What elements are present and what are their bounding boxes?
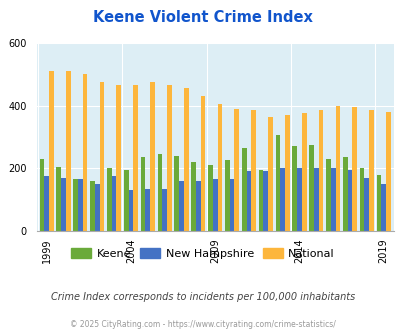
- Bar: [279, 168, 284, 231]
- Bar: [217, 104, 222, 231]
- Bar: [179, 181, 183, 231]
- Bar: [376, 175, 380, 231]
- Bar: [107, 168, 111, 231]
- Bar: [66, 71, 70, 231]
- Bar: [318, 110, 322, 231]
- Bar: [49, 71, 53, 231]
- Bar: [241, 148, 246, 231]
- Bar: [380, 184, 385, 231]
- Bar: [229, 179, 234, 231]
- Bar: [162, 189, 166, 231]
- Bar: [208, 165, 212, 231]
- Bar: [251, 110, 255, 231]
- Bar: [145, 189, 150, 231]
- Bar: [309, 145, 313, 231]
- Bar: [61, 178, 66, 231]
- Bar: [352, 107, 356, 231]
- Bar: [128, 190, 133, 231]
- Bar: [44, 176, 49, 231]
- Bar: [212, 179, 217, 231]
- Bar: [83, 74, 87, 231]
- Bar: [385, 112, 390, 231]
- Bar: [301, 114, 306, 231]
- Bar: [267, 116, 272, 231]
- Bar: [116, 85, 121, 231]
- Bar: [263, 172, 267, 231]
- Bar: [99, 82, 104, 231]
- Bar: [364, 178, 368, 231]
- Bar: [325, 159, 330, 231]
- Bar: [368, 110, 373, 231]
- Bar: [39, 159, 44, 231]
- Bar: [174, 156, 179, 231]
- Bar: [258, 170, 263, 231]
- Bar: [342, 157, 347, 231]
- Bar: [359, 168, 364, 231]
- Bar: [73, 179, 78, 231]
- Bar: [124, 170, 128, 231]
- Text: © 2025 CityRating.com - https://www.cityrating.com/crime-statistics/: © 2025 CityRating.com - https://www.city…: [70, 320, 335, 329]
- Bar: [330, 168, 335, 231]
- Bar: [275, 135, 279, 231]
- Bar: [284, 115, 289, 231]
- Legend: Keene, New Hampshire, National: Keene, New Hampshire, National: [66, 244, 339, 263]
- Bar: [313, 168, 318, 231]
- Bar: [292, 147, 296, 231]
- Bar: [133, 85, 138, 231]
- Bar: [224, 160, 229, 231]
- Bar: [78, 179, 83, 231]
- Bar: [157, 154, 162, 231]
- Bar: [56, 167, 61, 231]
- Bar: [191, 162, 196, 231]
- Bar: [166, 85, 171, 231]
- Text: Keene Violent Crime Index: Keene Violent Crime Index: [93, 10, 312, 25]
- Bar: [183, 88, 188, 231]
- Text: Crime Index corresponds to incidents per 100,000 inhabitants: Crime Index corresponds to incidents per…: [51, 292, 354, 302]
- Bar: [196, 181, 200, 231]
- Bar: [200, 96, 205, 231]
- Bar: [246, 172, 251, 231]
- Bar: [335, 106, 339, 231]
- Bar: [90, 181, 95, 231]
- Bar: [296, 168, 301, 231]
- Bar: [95, 184, 99, 231]
- Bar: [234, 109, 239, 231]
- Bar: [150, 82, 154, 231]
- Bar: [111, 176, 116, 231]
- Bar: [347, 170, 352, 231]
- Bar: [141, 157, 145, 231]
